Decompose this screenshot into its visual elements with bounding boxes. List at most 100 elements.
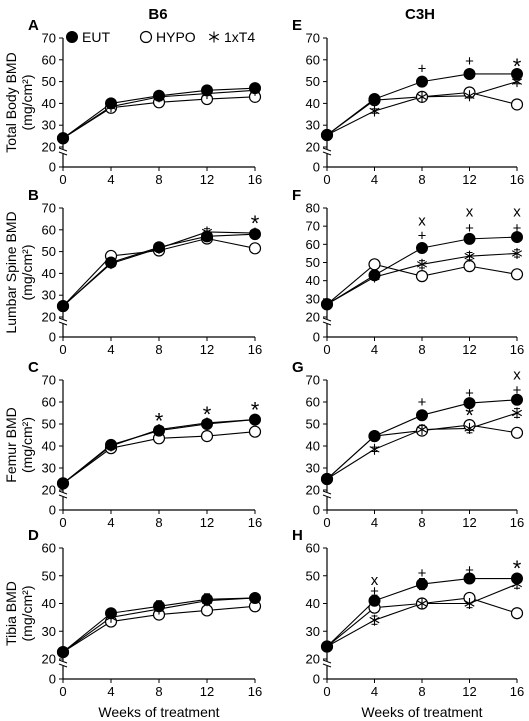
y-axis-unit: (mg/cm²)	[19, 245, 35, 301]
significance-annotation: +	[418, 565, 427, 582]
x-tick-label: 0	[59, 684, 66, 699]
axis-break-mark	[322, 321, 332, 326]
significance-annotation: +	[370, 583, 379, 600]
panel-e: 0 20 30 40 50 60 70 0 4 8 12 16 E + + *	[292, 17, 524, 187]
x-tick-label: 8	[418, 342, 425, 357]
asterisk-stroke	[369, 616, 380, 624]
panel-label: D	[28, 527, 39, 544]
significance-annotation: +	[513, 382, 522, 399]
y-tick-label: 40	[306, 96, 320, 111]
significance-annotation: *	[513, 54, 522, 79]
hypo-marker	[368, 258, 381, 271]
panel-label: A	[28, 17, 39, 34]
y-tick-label: 60	[42, 52, 56, 67]
y-tick-label: 80	[306, 201, 320, 216]
hypo-marker	[510, 607, 524, 620]
asterisk-marker	[416, 258, 428, 270]
x-tick-label: 0	[59, 172, 66, 187]
significance-annotation: *	[155, 409, 164, 434]
y-tick-label: 0	[49, 503, 56, 518]
y-tick-label: 20	[306, 652, 320, 667]
hypo-marker	[248, 242, 262, 255]
y-tick-label: 50	[42, 74, 56, 89]
axis-break-mark	[322, 494, 332, 499]
significance-annotation: +	[418, 61, 427, 78]
y-tick-label: 20	[42, 483, 56, 498]
panel-label: F	[292, 187, 301, 204]
y-axis-label: Tibia BMD	[3, 581, 19, 646]
asterisk-marker	[369, 443, 380, 455]
asterisk-stroke	[416, 93, 428, 101]
significance-annotation: +	[465, 385, 474, 402]
eut-marker	[416, 578, 428, 591]
x-tick-label: 8	[418, 515, 425, 530]
x-tick-label: 0	[323, 172, 330, 187]
panel-d: 0 20 30 40 50 60 0 4 8 12 16 D Tibia BMD (mg/cm²) Week…	[3, 527, 262, 720]
y-tick-label: 0	[313, 330, 320, 345]
x-tick-label: 4	[107, 684, 114, 699]
asterisk-stroke	[511, 250, 523, 257]
eut-marker	[249, 591, 261, 604]
y-tick-label: 20	[42, 140, 56, 155]
panel-c: 0 20 30 40 50 60 70 0 4 8 12 16 C Femur BMD (mg/cm²) * *…	[3, 359, 262, 530]
axis-break-mark	[58, 317, 68, 322]
hypo-marker	[463, 260, 476, 273]
hypo-marker	[248, 425, 262, 438]
axis-break-mark	[322, 147, 332, 152]
y-tick-label: 30	[42, 118, 56, 133]
y-tick-label: 60	[306, 541, 320, 556]
x-tick-label: 8	[418, 684, 425, 699]
eut-marker	[249, 228, 261, 241]
eut-marker	[201, 84, 213, 97]
axis-break-mark	[58, 490, 68, 495]
column-title-c3h: C3H	[405, 6, 435, 23]
asterisk-stroke	[208, 33, 220, 41]
y-tick-label: 60	[42, 541, 56, 556]
asterisk-stroke	[369, 446, 380, 453]
eut-marker	[57, 477, 69, 490]
x-tick-label: 8	[155, 684, 162, 699]
axis-break-mark	[58, 663, 68, 668]
y-tick-label: 50	[42, 244, 56, 259]
y-tick-label: 20	[306, 310, 320, 325]
asterisk-marker	[416, 91, 428, 103]
panel-label: C	[28, 359, 39, 376]
significance-annotation: *	[251, 211, 260, 236]
significance-annotation: *	[203, 402, 212, 427]
x-tick-label: 12	[462, 342, 476, 357]
significance-annotation: *	[513, 556, 522, 581]
eut-marker	[57, 132, 69, 145]
eut-marker	[463, 67, 476, 80]
y-tick-label: 30	[42, 624, 56, 639]
y-tick-label: 70	[306, 31, 320, 46]
y-tick-label: 0	[49, 330, 56, 345]
significance-annotation: +	[418, 227, 427, 244]
asterisk-marker	[416, 598, 428, 609]
eut-marker	[511, 393, 523, 406]
panel-label: H	[292, 527, 303, 544]
y-axis-unit: (mg/cm²)	[19, 417, 35, 473]
asterisk-marker	[511, 407, 523, 419]
x-tick-label: 16	[510, 172, 524, 187]
eut-marker	[416, 409, 428, 422]
eut-marker	[511, 67, 523, 80]
hypo-marker	[139, 30, 153, 44]
eut-marker	[201, 230, 213, 243]
asterisk-stroke	[416, 600, 428, 607]
significance-annotation: +	[465, 53, 474, 70]
hypo-marker	[510, 98, 524, 111]
eut-marker	[463, 572, 476, 585]
y-tick-label: 70	[42, 373, 56, 388]
column-title-b6: B6	[148, 6, 167, 23]
y-tick-label: 30	[306, 291, 320, 306]
x-axis-label: Weeks of treatment	[361, 704, 482, 720]
y-tick-label: 20	[306, 483, 320, 498]
legend-item: 1xT4	[208, 29, 255, 45]
significance-annotation: x	[513, 367, 521, 384]
eut-marker	[511, 572, 523, 585]
x-tick-label: 8	[155, 342, 162, 357]
hypo-marker	[415, 270, 429, 283]
x-tick-label: 0	[323, 515, 330, 530]
y-tick-label: 0	[49, 160, 56, 175]
y-tick-label: 50	[42, 568, 56, 583]
